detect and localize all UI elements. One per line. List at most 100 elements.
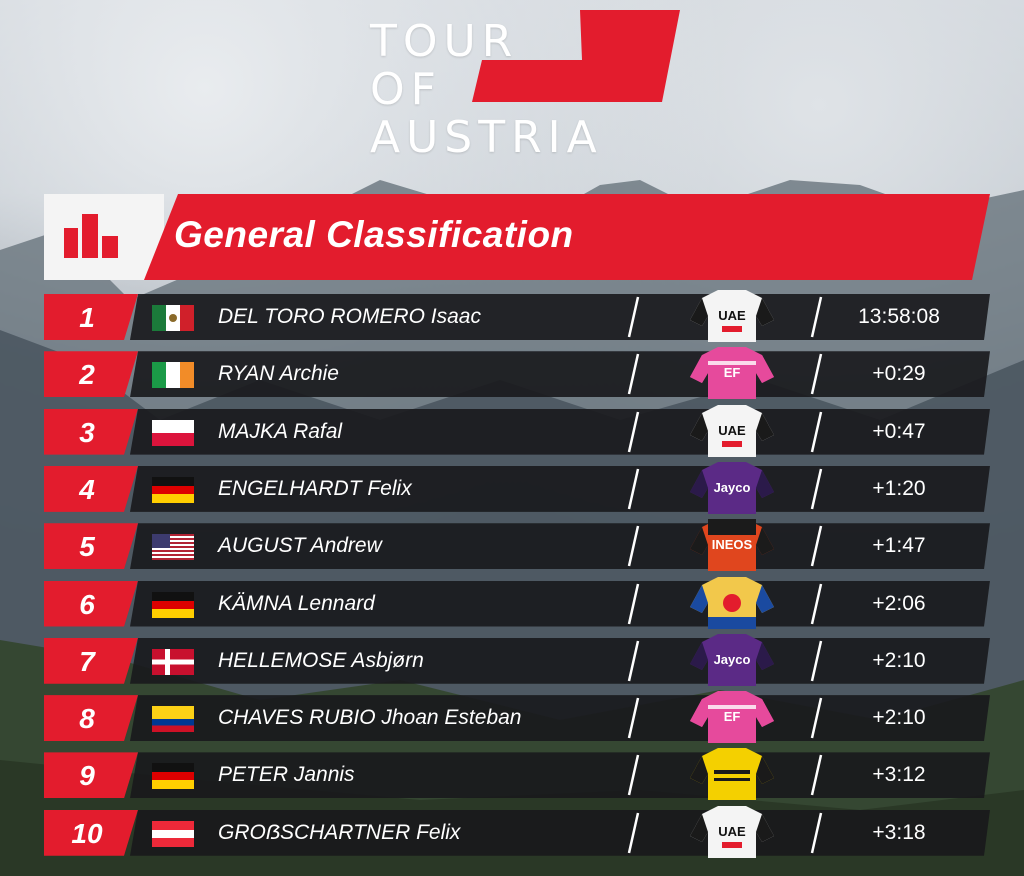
rank-box	[44, 638, 138, 684]
rider-name: GROẞSCHARTNER Felix	[218, 820, 461, 844]
standing-row: 1 DEL TORO ROMERO Isaac UAE 13:58:08	[44, 290, 990, 342]
mexico-flag-icon	[152, 305, 194, 331]
rider-time: +1:20	[872, 476, 926, 500]
divider-slash	[809, 525, 823, 567]
rider-name: ENGELHARDT Felix	[218, 476, 412, 500]
rider-name: KÄMNA Lennard	[218, 591, 375, 615]
divider-slash	[809, 353, 823, 395]
divider-slash	[809, 697, 823, 739]
ef-jersey-icon: EF	[684, 691, 780, 744]
divider-slash	[809, 812, 823, 854]
divider-slash	[626, 812, 640, 854]
svg-text:UAE: UAE	[718, 824, 746, 839]
logo-red-mark	[472, 10, 680, 102]
standing-row: 4 ENGELHARDT Felix Jayco +1:20	[44, 461, 990, 514]
rider-time: +0:47	[872, 419, 926, 443]
rank-number: 9	[79, 760, 95, 792]
ireland-flag-icon	[152, 362, 194, 389]
row-background	[130, 752, 990, 798]
ineos-jersey-icon: INEOS	[684, 519, 780, 572]
logo-line-3: AUSTRIA	[370, 112, 603, 163]
row-background	[130, 523, 990, 569]
rank-number: 8	[79, 703, 95, 735]
rank-number: 2	[79, 359, 95, 391]
germany-flag-icon	[152, 591, 194, 618]
logo-line-1: TOUR	[370, 16, 519, 67]
standing-row: 7 HELLEMOSE Asbjørn Jayco +2:10	[44, 633, 990, 686]
standing-row: 6 KÄMNA Lennard +2:06	[44, 576, 990, 629]
divider-slash	[626, 411, 640, 453]
standing-row: 8 CHAVES RUBIO Jhoan Esteban EF +2:10	[44, 691, 990, 744]
rider-time: 13:58:08	[858, 305, 940, 328]
rank-box	[44, 351, 138, 397]
divider-slash	[809, 468, 823, 510]
row-background	[130, 810, 990, 856]
rank-box	[44, 466, 138, 512]
jayco-jersey-icon: Jayco	[684, 461, 780, 514]
rank-box	[44, 695, 138, 741]
rank-box	[44, 810, 138, 856]
rank-number: 6	[79, 588, 95, 620]
divider-slash	[809, 754, 823, 796]
colombia-flag-icon	[152, 706, 194, 733]
classification-header: General Classification	[44, 194, 990, 280]
row-background	[130, 581, 990, 627]
svg-text:EF: EF	[724, 709, 741, 724]
svg-text:Jayco: Jayco	[714, 480, 751, 495]
rider-name: PETER Jannis	[218, 763, 355, 787]
rank-box	[44, 581, 138, 627]
standing-row: 9 PETER Jannis +3:12	[44, 748, 990, 801]
rider-name: HELLEMOSE Asbjørn	[218, 648, 424, 672]
rank-number: 7	[79, 645, 95, 677]
denmark-flag-icon	[152, 648, 194, 675]
rank-number: 3	[79, 416, 95, 448]
rider-name: DEL TORO ROMERO Isaac	[218, 305, 481, 328]
rider-time: +0:29	[872, 362, 926, 386]
usa-flag-icon	[152, 534, 194, 561]
rider-time: +2:06	[872, 591, 926, 615]
row-background	[130, 695, 990, 741]
divider-slash	[626, 583, 640, 625]
standing-row: 10 GROẞSCHARTNER Felix UAE +3:18	[44, 805, 990, 858]
rank-box	[44, 294, 138, 340]
row-background	[130, 294, 990, 340]
rider-name: MAJKA Rafal	[218, 419, 343, 443]
svg-text:UAE: UAE	[718, 308, 746, 323]
germany-flag-icon	[152, 476, 194, 503]
austria-flag-icon	[152, 820, 194, 847]
svg-text:Jayco: Jayco	[714, 652, 751, 667]
standing-row: 5 AUGUST Andrew INEOS +1:47	[44, 519, 990, 572]
divider-slash	[626, 353, 640, 395]
row-background	[130, 638, 990, 684]
jayco-jersey-icon: Jayco	[684, 633, 780, 686]
lidl-jersey-icon	[684, 576, 780, 629]
rider-time: +2:10	[872, 648, 926, 672]
header-icon-box	[44, 194, 164, 280]
svg-text:UAE: UAE	[718, 423, 746, 438]
divider-slash	[626, 640, 640, 682]
visma-jersey-icon	[684, 748, 780, 801]
svg-text:EF: EF	[724, 365, 741, 380]
rider-time: +1:47	[872, 534, 926, 558]
standing-row: 2 RYAN Archie EF +0:29	[44, 347, 990, 400]
divider-slash	[626, 754, 640, 796]
logo-line-2: OF	[370, 64, 442, 115]
divider-slash	[809, 583, 823, 625]
tour-of-austria-logo: TOUR OF AUSTRIA	[360, 8, 680, 163]
svg-text:INEOS: INEOS	[712, 537, 753, 552]
divider-slash	[626, 525, 640, 567]
divider-slash	[626, 697, 640, 739]
row-background	[130, 466, 990, 512]
standing-row: 3 MAJKA Rafal UAE +0:47	[44, 404, 990, 457]
divider-slash	[626, 468, 640, 510]
divider-slash	[809, 296, 823, 338]
rider-time: +3:18	[872, 820, 926, 844]
rider-time: +3:12	[872, 763, 926, 787]
row-background	[130, 409, 990, 455]
header-title-bar	[144, 194, 990, 280]
rank-number: 5	[79, 531, 95, 563]
rank-box	[44, 752, 138, 798]
rank-box	[44, 523, 138, 569]
rank-box	[44, 409, 138, 455]
uae-jersey-icon: UAE	[684, 290, 780, 342]
